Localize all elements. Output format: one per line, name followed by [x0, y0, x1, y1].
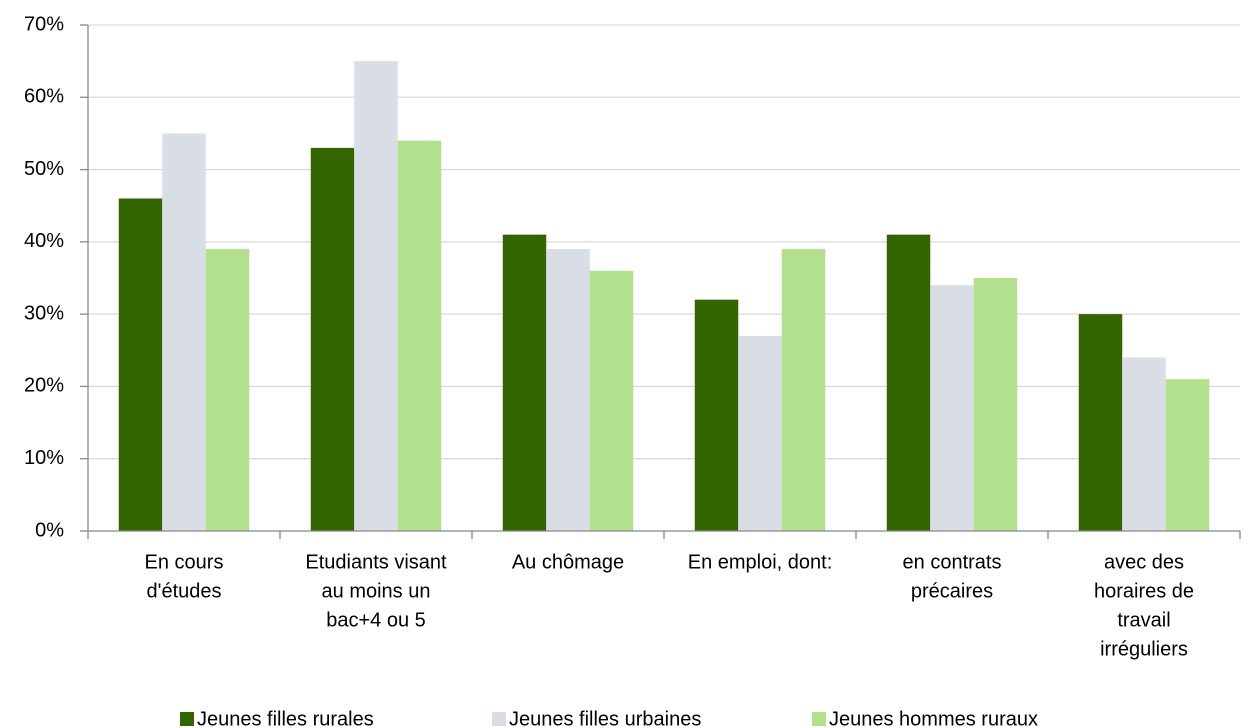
bar	[694, 299, 739, 531]
bar	[973, 278, 1018, 531]
legend-label: Jeunes filles rurales	[197, 708, 374, 728]
bar	[118, 198, 163, 531]
bar	[738, 335, 782, 531]
bar	[354, 61, 398, 532]
y-tick-label: 0%	[35, 519, 64, 541]
y-tick-label: 60%	[24, 86, 64, 108]
legend-label: Jeunes filles urbaines	[509, 708, 701, 728]
x-tick-label: Etudiants visant	[305, 551, 447, 573]
x-tick-label: bac+4 ou 5	[326, 609, 426, 631]
bar	[546, 249, 590, 532]
y-tick-label: 20%	[24, 375, 64, 397]
y-tick-label: 50%	[24, 158, 64, 180]
x-tick-label: d'études	[147, 580, 222, 602]
x-tick-label: horaires de	[1094, 580, 1194, 602]
y-tick-label: 30%	[24, 302, 64, 324]
bar	[930, 285, 974, 531]
bar	[397, 140, 442, 531]
legend-label: Jeunes hommes ruraux	[829, 708, 1038, 728]
y-tick-label: 70%	[24, 13, 64, 35]
x-tick-label: Au chômage	[512, 551, 624, 573]
bar	[1165, 379, 1210, 531]
bar	[589, 270, 634, 531]
bar	[781, 249, 826, 532]
y-tick-label: 40%	[24, 230, 64, 252]
bar	[205, 249, 250, 532]
legend-swatch	[812, 712, 826, 726]
x-tick-label: en contrats	[903, 551, 1002, 573]
x-tick-label: avec des	[1104, 551, 1184, 573]
x-tick-label: travail	[1117, 609, 1170, 631]
x-tick-label: En emploi, dont:	[688, 551, 833, 573]
legend-swatch	[180, 712, 194, 726]
legend-swatch	[492, 712, 506, 726]
x-tick-label: au moins un	[322, 580, 431, 602]
bar	[886, 234, 931, 531]
y-tick-label: 10%	[24, 447, 64, 469]
bar	[310, 147, 355, 531]
x-tick-label: En cours	[145, 551, 224, 573]
x-tick-label: précaires	[911, 580, 993, 602]
x-tick-label: irréguliers	[1100, 638, 1188, 660]
bar	[162, 133, 206, 531]
bar	[502, 234, 547, 531]
bar	[1078, 314, 1123, 531]
bar	[1122, 357, 1166, 531]
